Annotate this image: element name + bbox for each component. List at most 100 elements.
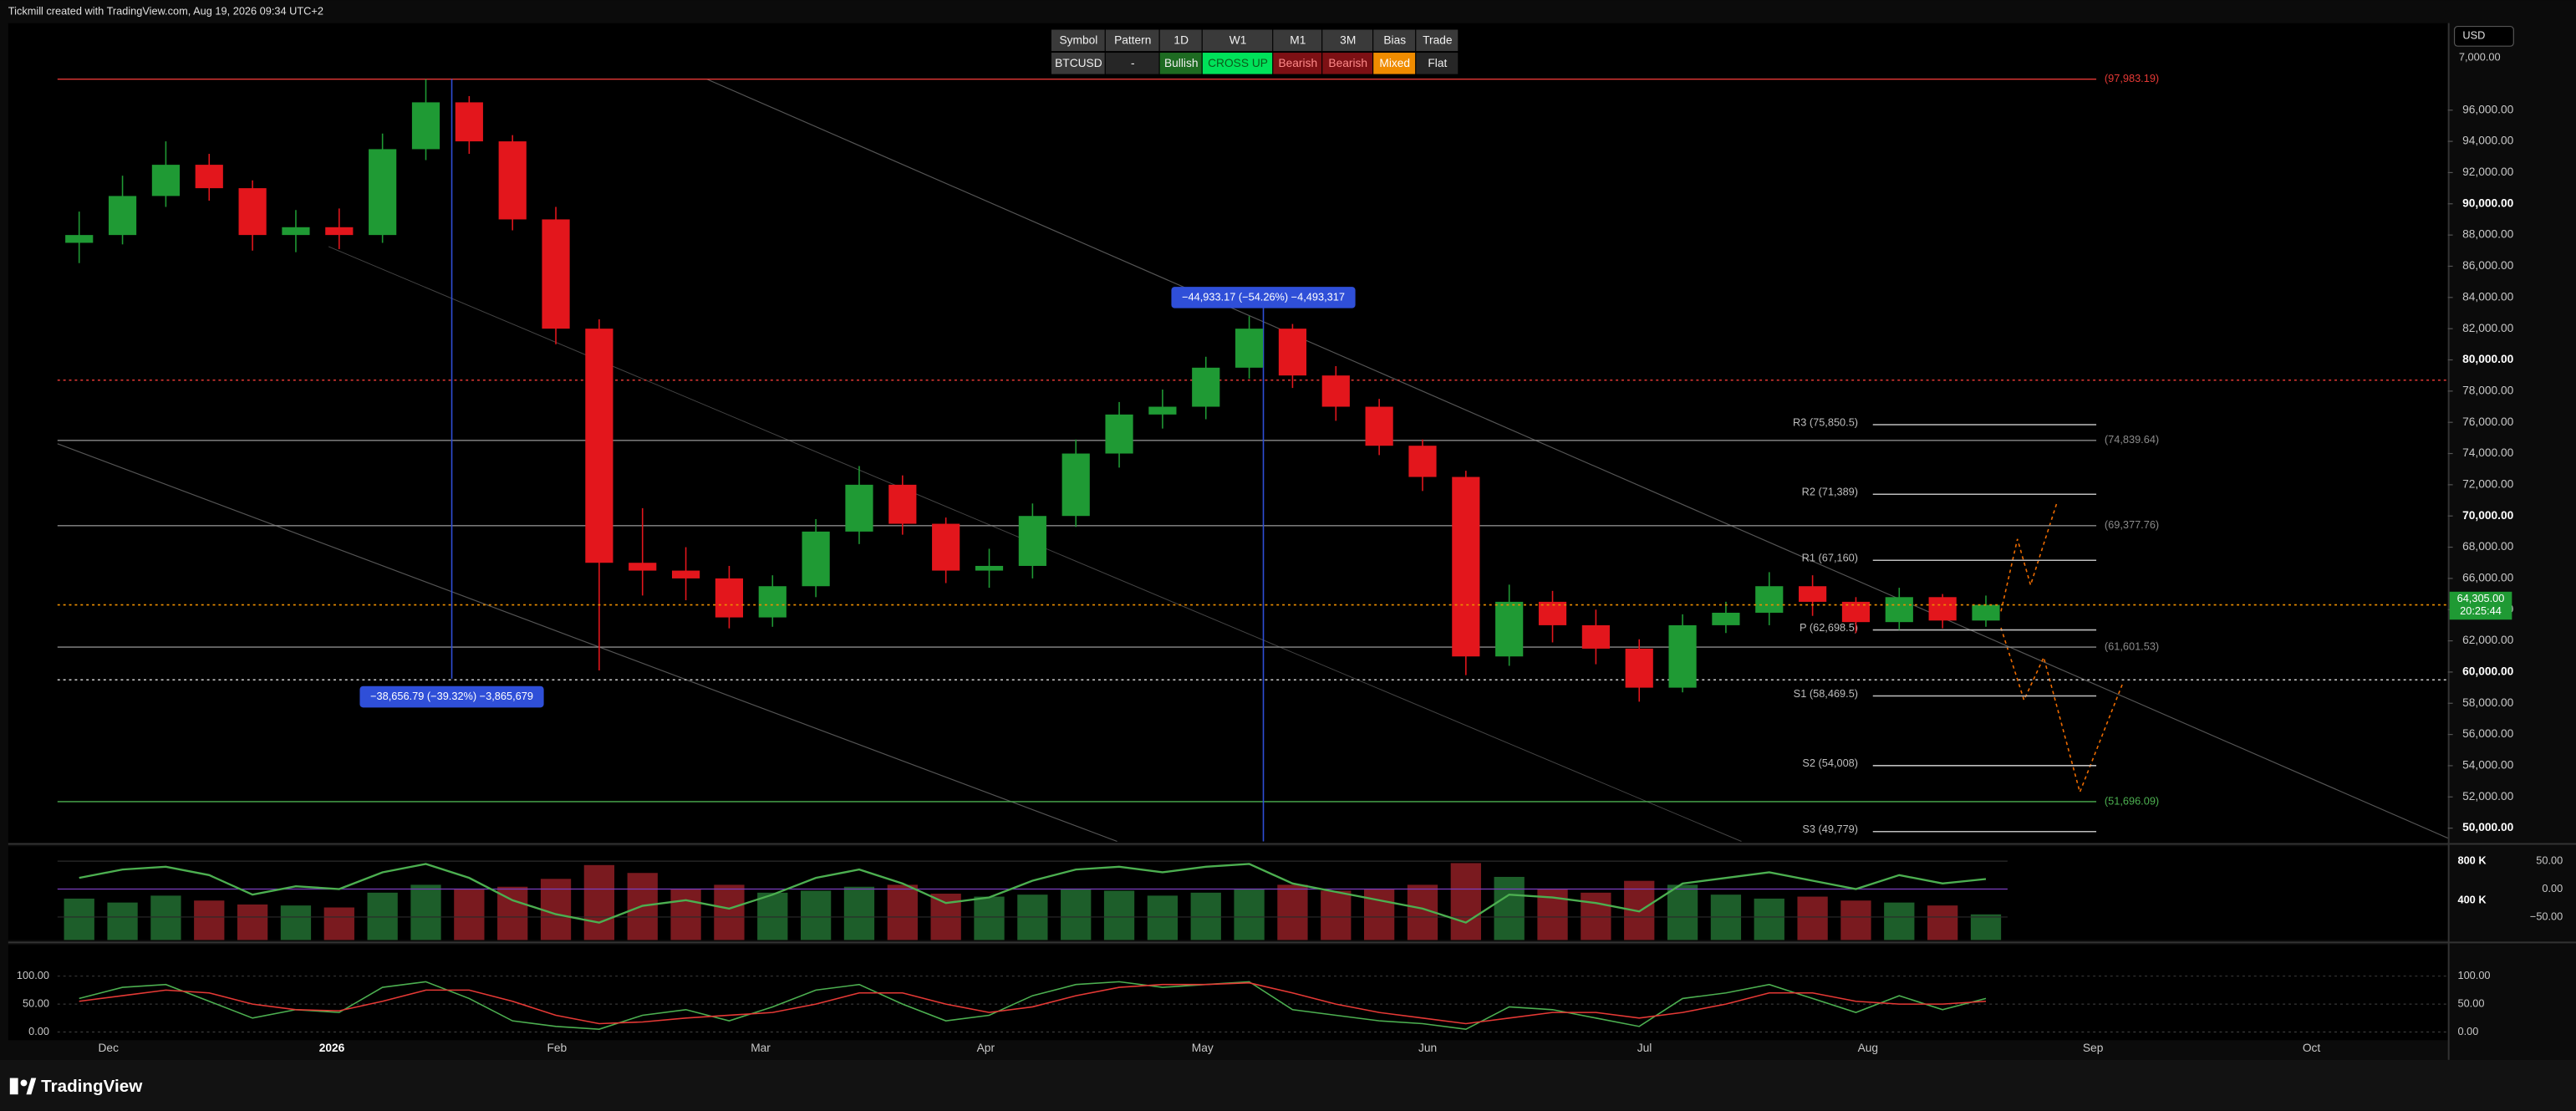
y-tick-label: 80,000.00 (2462, 353, 2514, 365)
main-pane (8, 23, 2448, 843)
x-tick-label: Apr (977, 1042, 995, 1054)
candle-body (932, 523, 960, 571)
measure-label: −38,656.79 (−39.32%) −3,865,679 (370, 690, 533, 702)
table-cell (1273, 53, 1322, 74)
y-tick-label: 56,000.00 (2462, 727, 2514, 740)
candle-body (671, 570, 700, 578)
currency-box[interactable] (2453, 25, 2514, 47)
y-tick-label: 0.00 (28, 1025, 49, 1037)
y-tick-label: 60,000.00 (2462, 665, 2514, 678)
table-cell (1373, 53, 1416, 74)
table-header-text: 3M (1340, 34, 1356, 47)
stochastic-line (79, 981, 1987, 1030)
y-tick-label: 100.00 (17, 969, 49, 981)
candle-body (1625, 648, 1653, 688)
table-header-text: Pattern (1114, 34, 1151, 47)
y-tick-label: 50.00 (23, 996, 49, 1009)
volume-bar (367, 892, 398, 940)
currency[interactable]: USD (2462, 29, 2485, 42)
y-tick-label: 50.00 (2457, 996, 2484, 1009)
trend-line (57, 443, 1117, 843)
candle-body (369, 149, 397, 236)
y-tick-label: 92,000.00 (2462, 166, 2514, 178)
candle-body (1885, 597, 1913, 623)
x-tick-label: Jun (1418, 1042, 1437, 1054)
volume-bar (194, 900, 225, 940)
table-cell-text: Bearish (1328, 57, 1367, 69)
candle-body (1712, 612, 1740, 625)
candle-body (238, 188, 267, 236)
x-tick-label: Dec (99, 1042, 120, 1054)
candle-body (1321, 375, 1350, 407)
volume-bar (107, 902, 138, 940)
table-cell-text: Bearish (1278, 57, 1317, 69)
table-header-cell (1159, 29, 1202, 52)
x-tick-label: Mar (751, 1042, 771, 1054)
footer (0, 1059, 2576, 1111)
volume-bar (1494, 876, 1525, 940)
pivot-label: S3 (49,779) (1802, 823, 1858, 835)
level-label: (74,839.64) (2105, 433, 2159, 446)
last-price-tag (2449, 591, 2512, 620)
volume-bar (1321, 890, 1352, 940)
y-tick-label: 68,000.00 (2462, 540, 2514, 553)
table-header-cell (1105, 29, 1159, 52)
watermark: Tickmill created with TradingView.com, A… (8, 4, 323, 17)
pivot-label: R2 (71,389) (1802, 486, 1858, 498)
candle-body (1105, 414, 1133, 454)
volume-bar (1103, 890, 1135, 940)
volume-bar (410, 884, 441, 940)
table-cell-text: Mixed (1379, 57, 1410, 69)
table-header-cell (1322, 29, 1373, 52)
candle-body (411, 102, 440, 150)
table-cell-text: Bullish (1164, 57, 1199, 69)
y-tick-label: 90,000.00 (2462, 196, 2514, 209)
candle-body (282, 227, 310, 236)
y-tick-label: 82,000.00 (2462, 322, 2514, 334)
volume-bar (1884, 902, 1915, 940)
candle-body (1278, 329, 1307, 376)
volume-bar (974, 896, 1005, 940)
candle-body (1928, 597, 1957, 621)
table-cell-text: - (1131, 57, 1135, 69)
pivot-label: S2 (54,008) (1802, 757, 1858, 769)
y-tick-label: 78,000.00 (2462, 384, 2514, 396)
candle-body (1018, 516, 1046, 566)
level-label: (69,377.76) (2105, 518, 2159, 531)
table-header-text: M1 (1290, 34, 1306, 47)
candle-body (585, 329, 613, 563)
logo-mark (9, 1078, 18, 1095)
candle-body (1192, 367, 1220, 407)
table-header-text: 1D (1173, 34, 1189, 47)
candle-body (1668, 624, 1697, 688)
table-cell-text: Flat (1428, 57, 1447, 69)
y-tick-label: 96,000.00 (2462, 103, 2514, 115)
level-label: (51,696.09) (2105, 794, 2159, 807)
candle-body (1365, 406, 1393, 446)
table-header-text: Bias (1383, 34, 1406, 47)
volume-bar (1754, 898, 1784, 940)
candle-body (1495, 601, 1524, 657)
volume-bar (150, 895, 181, 940)
clipped-tick-label: 7,000.00 (2459, 50, 2501, 63)
volume-bar (843, 886, 875, 940)
volume-bar (1450, 863, 1481, 940)
volume-bar (540, 879, 572, 940)
x-tick-label: Sep (2083, 1042, 2104, 1054)
logo-mark (20, 1079, 28, 1087)
volume-bar (1061, 889, 1092, 940)
table-cell (1159, 53, 1202, 74)
volume-bar (800, 890, 832, 940)
y-tick-label: 72,000.00 (2462, 477, 2514, 490)
volume-bar (1840, 900, 1871, 940)
x-tick-label: Aug (1858, 1042, 1878, 1054)
table-header-cell (1373, 29, 1416, 52)
stochastic-line (79, 981, 1987, 1025)
pivot-label: R3 (75,850.5) (1793, 415, 1858, 428)
y-tick-label: 84,000.00 (2462, 290, 2514, 303)
candle-body (802, 531, 830, 587)
trend-line (705, 78, 2448, 839)
candle-body (195, 165, 223, 189)
y-tick-label: 54,000.00 (2462, 759, 2514, 772)
